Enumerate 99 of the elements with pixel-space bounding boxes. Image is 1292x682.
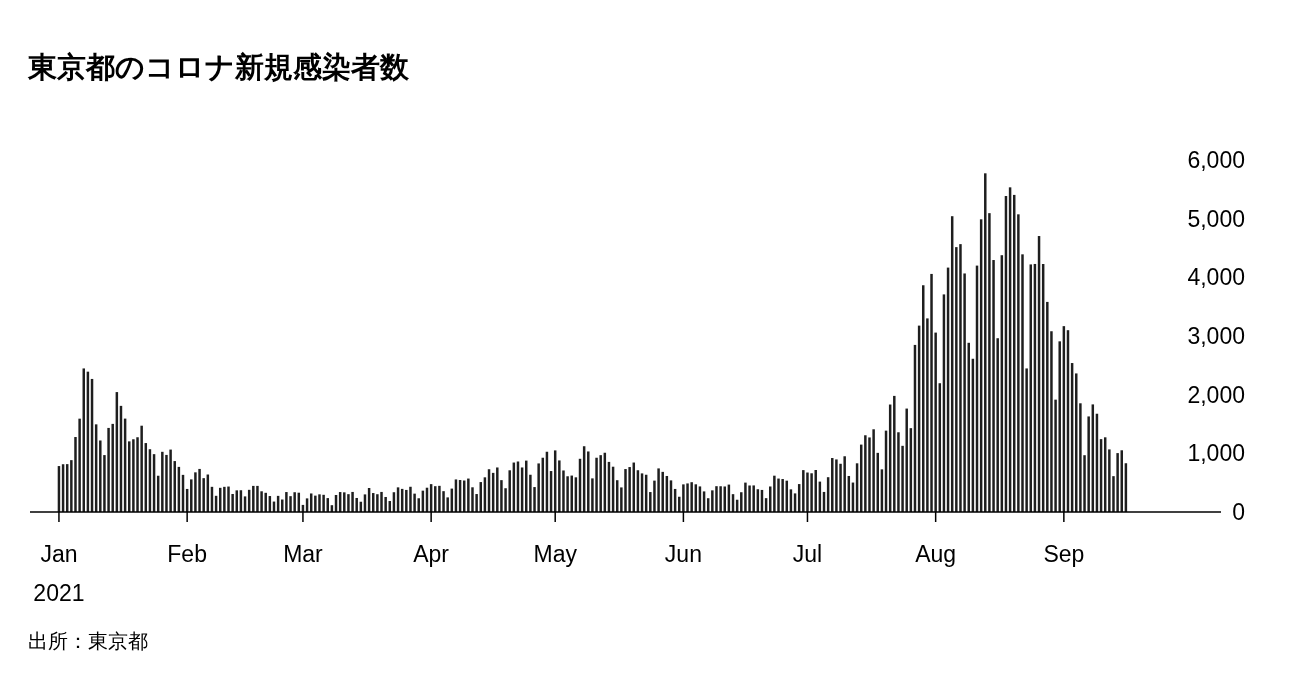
bar [777,478,780,512]
bar [289,496,292,512]
bar [508,470,511,512]
bar [810,473,813,512]
bar [657,468,660,512]
bar [773,475,776,512]
x-tick-label: Apr [413,541,450,567]
bar [198,468,201,512]
bar [132,439,135,512]
bar [806,472,809,512]
bar [347,494,350,512]
y-tick-label: 4,000 [1187,264,1245,291]
bar [587,451,590,512]
bar [409,486,412,512]
bar [843,456,846,512]
bar [1017,214,1020,512]
bar [140,425,143,512]
bar [872,429,875,512]
x-tick-label: Jan 2021 [33,541,85,607]
bar [748,485,751,512]
x-tick-label: May [533,541,578,567]
bar [558,460,561,512]
bar [1108,449,1111,512]
y-tick-label: 6,000 [1187,147,1245,173]
bar [467,478,470,512]
bar [537,463,540,512]
bar [835,459,838,512]
bar [686,483,689,512]
bar [223,486,226,512]
bar [802,470,805,512]
bar [169,449,172,512]
y-tick-label: 0 [1232,499,1245,525]
bar [719,486,722,512]
bar [434,486,437,512]
y-tick-label: 1,000 [1187,440,1245,467]
bar [380,491,383,512]
y-tick-label: 5,000 [1187,205,1245,232]
bar [293,492,296,512]
bar [864,435,867,512]
bar [628,467,631,512]
x-tick-label: Jun [664,541,702,567]
bar [893,395,896,512]
bar [814,470,817,512]
bar [984,173,987,512]
bar [384,496,387,512]
bar [959,244,962,512]
text: 出所：東京都 [28,630,148,652]
bar [781,479,784,512]
bar [417,498,420,512]
x-tick-label: Feb [167,541,207,567]
bar [78,418,81,512]
bar [570,475,573,512]
bar [595,457,598,512]
bar [1075,373,1078,512]
bar [1058,341,1061,512]
bar [285,492,288,512]
bar [405,489,408,512]
bar [1116,453,1119,512]
bar [624,469,627,512]
bar [496,467,499,512]
bar [161,451,164,512]
bar [529,474,532,512]
bar [318,494,321,512]
bar [351,491,354,512]
bar [322,494,325,512]
bar [1087,416,1090,512]
bar [165,454,168,512]
y-tick-label: 2,000 [1187,381,1245,408]
bar [107,427,110,512]
x-tick-label: Sep [1043,541,1085,567]
bar [661,471,664,512]
bar [256,485,259,512]
chart-title: 東京都のコロナ新規感染者数 [27,51,410,83]
bar [194,472,197,512]
bar [438,485,441,512]
bar [955,247,958,512]
y-tick-label: 3,000 [1187,323,1245,349]
x-tick-label: Aug [915,541,957,567]
bar [744,482,747,512]
bar [930,273,933,512]
bar [111,423,114,512]
bar [831,458,834,512]
bar [715,486,718,512]
bar [343,492,346,512]
bar [376,494,379,512]
bar [752,485,755,512]
x-tick-label: Jul [792,541,823,567]
bar [711,490,714,512]
bar [99,440,102,512]
bar [690,482,693,512]
bar [264,492,267,512]
bar [227,486,230,512]
bar [682,484,685,512]
x-tick-label: Mar [283,541,324,567]
bar [252,485,255,512]
bar [1046,301,1049,512]
bar [599,455,602,512]
bar [314,495,317,512]
bar [905,408,908,512]
